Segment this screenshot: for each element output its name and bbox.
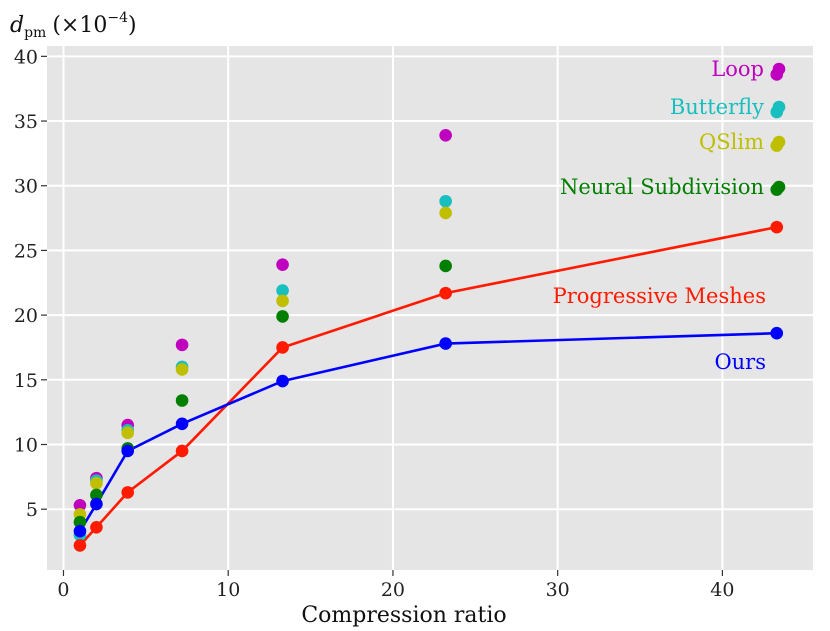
legend: Loop Butterfly QSlim Neural Subdivision <box>560 57 786 199</box>
y-axis-title-close: ) <box>128 13 137 38</box>
y-axis-title-subscript: pm <box>24 25 46 41</box>
point-neural-subdivision-3 <box>175 394 189 407</box>
legend-marker-neural-subdivision <box>772 180 786 194</box>
point-butterfly-5 <box>439 194 452 208</box>
x-tick-label-10: 10 <box>216 579 240 601</box>
point-progressive-meshes-2 <box>121 486 135 499</box>
legend-label-butterfly: Butterfly <box>670 95 764 119</box>
point-ours-0 <box>73 524 87 538</box>
legend-label-qslim: QSlim <box>699 130 764 154</box>
point-ours-6 <box>770 326 784 340</box>
point-butterfly-4 <box>276 284 289 297</box>
y-tick-label-15: 15 <box>14 370 38 392</box>
x-tick-label-0: 0 <box>57 579 69 601</box>
y-tick-label-5: 5 <box>26 499 38 521</box>
point-loop-0 <box>73 499 87 512</box>
x-axis-ticks: 0 10 20 30 40 <box>57 570 734 601</box>
point-loop-4 <box>276 258 289 271</box>
x-axis-title: Compression ratio <box>301 603 506 628</box>
point-progressive-meshes-3 <box>175 444 189 458</box>
x-tick-label-40: 40 <box>710 579 734 601</box>
y-axis-ticks: 5 10 15 20 25 30 35 40 <box>14 46 47 521</box>
point-ours-1 <box>90 497 103 511</box>
y-tick-label-10: 10 <box>14 434 38 456</box>
point-neural-subdivision-5 <box>439 259 452 273</box>
point-progressive-meshes-5 <box>439 286 452 300</box>
point-neural-subdivision-4 <box>276 310 289 323</box>
series-annotations: Progressive Meshes Ours <box>553 284 766 374</box>
point-neural-subdivision-1 <box>90 488 103 502</box>
y-tick-label-30: 30 <box>14 176 38 198</box>
x-tick-label-20: 20 <box>381 579 405 601</box>
point-qslim-5 <box>439 206 452 220</box>
point-loop-3 <box>175 338 189 352</box>
legend-marker-butterfly <box>772 100 786 114</box>
annotation-progressive-meshes: Progressive Meshes <box>553 284 766 308</box>
y-tick-label-35: 35 <box>14 111 38 133</box>
point-qslim-1 <box>90 477 103 490</box>
point-progressive-meshes-4 <box>276 341 289 354</box>
point-qslim-3 <box>175 363 189 376</box>
y-axis-title-exponent: −4 <box>107 10 128 26</box>
point-ours-5 <box>439 337 452 350</box>
point-progressive-meshes-6 <box>770 220 784 234</box>
y-axis-title-unit: (×10 <box>52 13 107 38</box>
point-qslim-4 <box>276 294 289 308</box>
point-ours-2 <box>121 444 135 458</box>
legend-marker-loop <box>772 62 786 76</box>
point-progressive-meshes-0 <box>73 539 87 552</box>
y-axis-title-symbol: d <box>10 13 24 38</box>
annotation-ours: Ours <box>714 350 766 374</box>
point-ours-3 <box>175 417 189 431</box>
point-ours-4 <box>276 374 289 388</box>
y-tick-label-20: 20 <box>14 305 38 327</box>
legend-marker-qslim <box>772 135 786 149</box>
point-loop-5 <box>439 128 452 142</box>
legend-label-loop: Loop <box>711 57 764 81</box>
point-progressive-meshes-1 <box>90 521 103 534</box>
point-qslim-2 <box>121 426 135 440</box>
x-tick-label-30: 30 <box>546 579 570 601</box>
plot-area <box>47 46 813 570</box>
y-tick-label-40: 40 <box>14 46 38 68</box>
point-neural-subdivision-0 <box>73 515 87 529</box>
y-axis-title: dpm (×10−4) <box>10 10 137 41</box>
legend-label-neural-subdivision: Neural Subdivision <box>560 175 764 199</box>
y-tick-label-25: 25 <box>14 240 38 262</box>
grid-lines <box>47 46 813 570</box>
